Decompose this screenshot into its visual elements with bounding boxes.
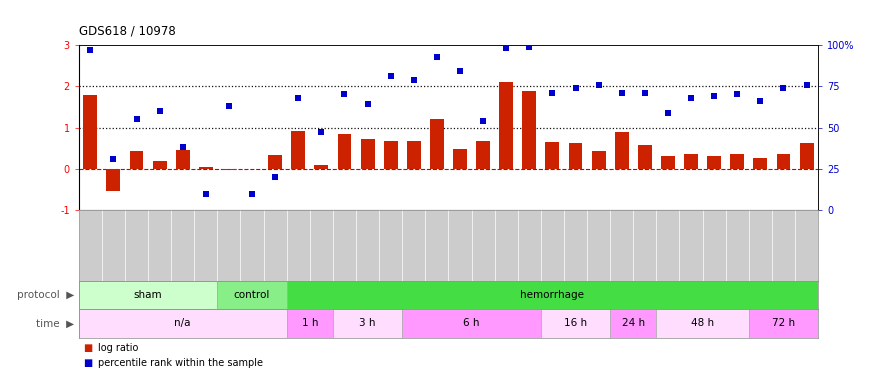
- Text: protocol  ▶: protocol ▶: [18, 290, 74, 300]
- Bar: [707, 156, 721, 169]
- Point: [199, 190, 213, 196]
- Text: percentile rank within the sample: percentile rank within the sample: [98, 358, 263, 368]
- Text: n/a: n/a: [174, 318, 191, 328]
- Bar: [314, 165, 328, 169]
- Bar: [338, 134, 352, 169]
- Point: [430, 54, 444, 60]
- Bar: [222, 169, 236, 170]
- Bar: [545, 142, 559, 169]
- Bar: [402, 309, 541, 338]
- Point: [268, 174, 282, 180]
- Bar: [287, 281, 818, 309]
- Point: [83, 47, 97, 53]
- Point: [753, 98, 767, 104]
- Point: [314, 129, 328, 135]
- Point: [638, 90, 652, 96]
- Text: 3 h: 3 h: [360, 318, 376, 328]
- Text: ■: ■: [83, 343, 93, 352]
- Point: [592, 82, 605, 88]
- Text: time  ▶: time ▶: [36, 318, 74, 328]
- Point: [707, 93, 721, 99]
- Bar: [638, 145, 652, 169]
- Bar: [541, 309, 610, 338]
- Point: [476, 118, 490, 124]
- Point: [107, 156, 121, 162]
- Bar: [800, 143, 814, 169]
- Bar: [332, 309, 402, 338]
- Bar: [79, 309, 287, 338]
- Text: 6 h: 6 h: [463, 318, 480, 328]
- Bar: [153, 161, 166, 169]
- Bar: [79, 281, 217, 309]
- Text: ■: ■: [83, 358, 93, 368]
- Point: [684, 95, 698, 101]
- Point: [500, 45, 514, 51]
- Bar: [130, 151, 144, 169]
- Point: [338, 92, 352, 98]
- Point: [522, 44, 536, 50]
- Point: [569, 85, 583, 91]
- Bar: [610, 309, 656, 338]
- Point: [176, 144, 190, 150]
- Bar: [753, 158, 767, 169]
- Bar: [615, 132, 628, 169]
- Text: control: control: [234, 290, 270, 300]
- Point: [731, 92, 745, 98]
- Bar: [684, 154, 698, 169]
- Bar: [749, 309, 818, 338]
- Bar: [661, 156, 675, 169]
- Text: 16 h: 16 h: [564, 318, 587, 328]
- Bar: [776, 154, 790, 169]
- Point: [152, 108, 166, 114]
- Bar: [199, 166, 213, 169]
- Bar: [407, 141, 421, 169]
- Bar: [83, 95, 97, 169]
- Point: [383, 74, 397, 80]
- Text: 1 h: 1 h: [302, 318, 318, 328]
- Text: log ratio: log ratio: [98, 343, 138, 352]
- Bar: [287, 309, 332, 338]
- Text: hemorrhage: hemorrhage: [521, 290, 584, 300]
- Point: [360, 101, 374, 107]
- Point: [776, 85, 790, 91]
- Point: [545, 90, 559, 96]
- Text: 48 h: 48 h: [691, 318, 714, 328]
- Bar: [731, 154, 744, 169]
- Point: [245, 190, 259, 196]
- Bar: [291, 131, 305, 169]
- Text: 72 h: 72 h: [772, 318, 795, 328]
- Bar: [476, 141, 490, 169]
- Bar: [453, 149, 467, 169]
- Bar: [360, 139, 374, 169]
- Bar: [107, 169, 121, 191]
- Point: [800, 82, 814, 88]
- Bar: [176, 150, 190, 169]
- Text: 24 h: 24 h: [622, 318, 645, 328]
- Text: GDS618 / 10978: GDS618 / 10978: [79, 24, 176, 38]
- Point: [661, 110, 675, 116]
- Bar: [656, 309, 749, 338]
- Point: [453, 68, 467, 74]
- Point: [407, 76, 421, 82]
- Bar: [430, 119, 444, 169]
- Bar: [384, 141, 397, 169]
- Bar: [500, 82, 513, 169]
- Text: sham: sham: [134, 290, 163, 300]
- Point: [291, 95, 305, 101]
- Bar: [522, 91, 536, 169]
- Bar: [569, 143, 583, 169]
- Point: [130, 116, 144, 122]
- Point: [222, 103, 236, 109]
- Bar: [592, 152, 605, 169]
- Bar: [217, 281, 287, 309]
- Bar: [269, 155, 282, 169]
- Point: [615, 90, 629, 96]
